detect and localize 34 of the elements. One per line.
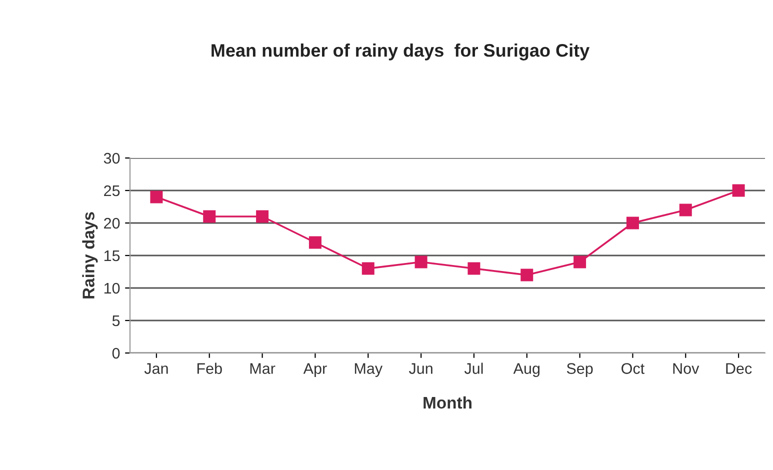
y-tick-label: 25 (104, 185, 120, 196)
x-tick-label: May (354, 363, 383, 377)
x-axis-title: Month (424, 396, 472, 409)
x-tick-label: Feb (197, 362, 222, 374)
point (414, 256, 428, 268)
point (732, 184, 745, 197)
x-tick-label: Oct (622, 363, 644, 374)
x-tick-label: Aug (513, 363, 540, 377)
x-tick-label: Sep (566, 363, 593, 377)
x-tick-label: Nov (673, 363, 700, 374)
point (308, 236, 322, 249)
y-tick-label: 30 (104, 152, 120, 164)
y-tick-label: 5 (112, 316, 120, 326)
chart-title: Mean number of rainy days for Surigao City (212, 44, 590, 60)
point (679, 204, 692, 216)
x-tick-label: Jun (408, 363, 432, 374)
point (203, 210, 216, 223)
x-tick-label: Mar (250, 363, 276, 374)
y-axis-title: Rainy days (82, 212, 98, 298)
point (362, 262, 374, 275)
y-tick-label: 20 (104, 218, 120, 229)
y-tick-label: 15 (104, 250, 120, 262)
point (574, 256, 586, 268)
point (626, 216, 639, 230)
point (468, 262, 480, 275)
x-tick-label: Dec (726, 363, 752, 374)
x-tick-label: Apr (303, 363, 327, 377)
x-tick-label: Jan (144, 363, 168, 374)
y-tick-label: 0 (112, 348, 120, 359)
y-tick-label: 10 (104, 282, 120, 294)
point (520, 268, 534, 282)
x-tick-label: Jul (464, 362, 483, 374)
point (256, 210, 269, 223)
point (150, 190, 163, 204)
